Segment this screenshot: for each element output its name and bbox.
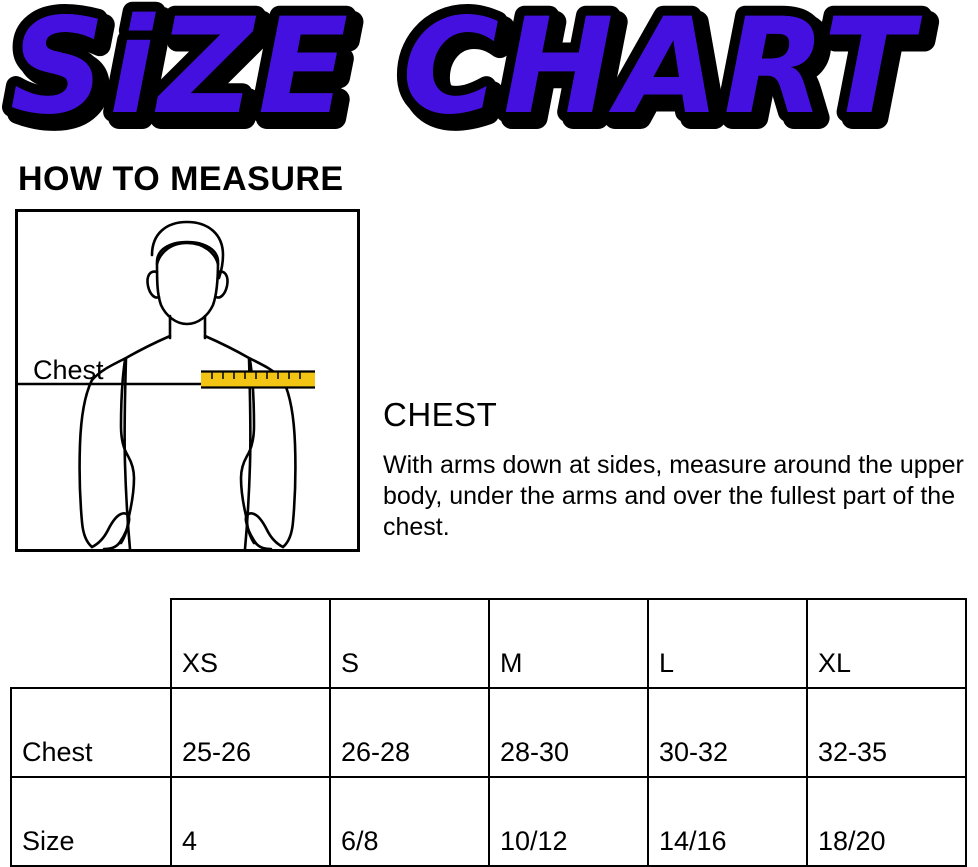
size-table: XS S M L XL Chest 25-26 26-28 28-30 30-3… (10, 598, 967, 867)
size-chart-title-graphic: SiZE CHART SiZE CHART SiZE CHART (0, 0, 935, 150)
table-header-xs: XS (170, 598, 331, 689)
table-header-xl: XL (806, 598, 967, 689)
how-to-measure-heading: HOW TO MEASURE (18, 160, 344, 198)
measuring-tape (201, 370, 315, 389)
size-xs: 4 (170, 776, 331, 867)
chest-l: 30-32 (647, 687, 808, 778)
table-corner-cell (11, 599, 171, 688)
title-outline: SiZE CHART (10, 0, 922, 144)
size-s: 6/8 (329, 776, 490, 867)
table-header-l: L (647, 598, 808, 689)
chest-m: 28-30 (488, 687, 649, 778)
row-label-chest: Chest (10, 687, 172, 778)
chest-callout-label: Chest (33, 355, 104, 385)
tape-tick-marks (211, 372, 301, 379)
table-header-row: XS S M L XL (11, 598, 967, 689)
size-xl: 18/20 (806, 776, 967, 867)
chest-s: 26-28 (329, 687, 490, 778)
row-label-size: Size (10, 776, 172, 867)
chest-description-heading: CHEST (383, 396, 498, 433)
title-fill: SiZE CHART (10, 0, 922, 144)
table-header-s: S (329, 598, 490, 689)
table-row: Size 4 6/8 10/12 14/16 18/20 (10, 776, 967, 867)
body-outline (78, 220, 297, 549)
page-title: SiZE CHART SiZE CHART SiZE CHART (0, 0, 978, 150)
chest-xs: 25-26 (170, 687, 331, 778)
chest-xl: 32-35 (806, 687, 967, 778)
chest-description-block: CHEST With arms down at sides, measure a… (383, 396, 968, 543)
size-table-container: XS S M L XL Chest 25-26 26-28 28-30 30-3… (10, 598, 967, 867)
title-shadow: SiZE CHART (16, 0, 928, 150)
table-row: Chest 25-26 26-28 28-30 30-32 32-35 (10, 687, 967, 778)
male-torso-chest-measure-diagram (18, 220, 315, 549)
table-header-m: M (488, 598, 649, 689)
how-to-measure-figure-panel (15, 209, 360, 552)
size-m: 10/12 (488, 776, 649, 867)
chest-description-text: With arms down at sides, measure around … (383, 451, 964, 541)
size-l: 14/16 (647, 776, 808, 867)
